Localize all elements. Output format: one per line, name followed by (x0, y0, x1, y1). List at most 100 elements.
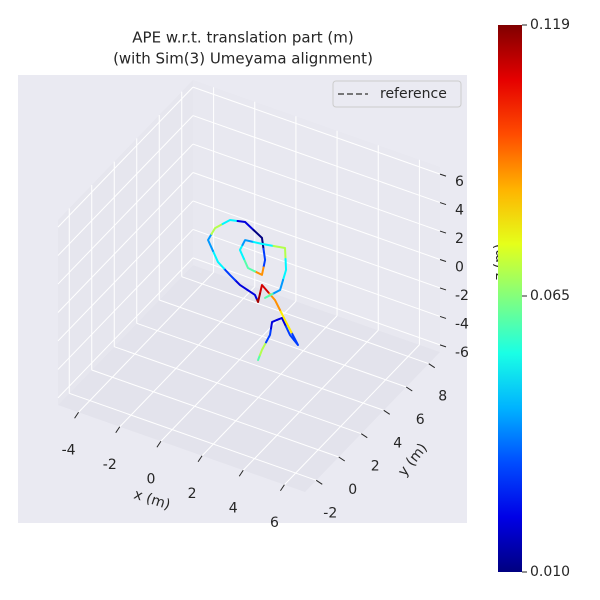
y-tick-label: 0 (348, 482, 357, 498)
z-tick-label: -2 (455, 288, 469, 304)
tick-mark (439, 173, 447, 177)
grid-line (91, 369, 339, 458)
colorbar (498, 25, 522, 572)
grid-line (284, 344, 420, 486)
colorbar-tick-label: 0.065 (530, 288, 570, 304)
trajectory-segment (207, 233, 214, 252)
trajectory-segment (259, 341, 267, 356)
trajectory-segment (259, 284, 270, 295)
trajectory-segment (211, 249, 225, 270)
trajectory-segment (284, 325, 295, 341)
x-tick-label: 2 (188, 486, 197, 502)
tick-mark (156, 440, 162, 448)
tick-mark (439, 287, 447, 291)
grid-line (57, 115, 194, 256)
trajectory-segment (264, 327, 273, 344)
trajectory-segment (255, 292, 262, 303)
tick-mark (439, 315, 447, 319)
tick-mark (439, 344, 447, 348)
trajectory-segment (271, 278, 285, 295)
trajectory-segment (262, 247, 267, 269)
trajectory-segment (253, 266, 265, 276)
z-tick-label: -6 (455, 345, 469, 361)
trajectory-segment (246, 288, 258, 300)
grid-line (57, 257, 194, 399)
grid-line (57, 86, 194, 228)
grid-line (119, 286, 256, 428)
trajectory-segment (241, 239, 255, 247)
grid-line (159, 299, 407, 388)
grid-line (57, 143, 194, 285)
grid-line (181, 276, 429, 365)
grid-line (57, 200, 194, 342)
y-tick-label: 2 (371, 459, 380, 475)
grid-line (78, 271, 214, 413)
legend-label: reference (380, 86, 447, 102)
grid-line (57, 229, 194, 370)
grid-line (201, 315, 338, 457)
trajectory-segment (238, 244, 245, 260)
tick-mark (439, 259, 447, 262)
tick-mark (428, 363, 436, 369)
x-tick-label: -2 (103, 457, 117, 473)
y-tick-label: 8 (438, 389, 447, 405)
tick-mark (439, 202, 447, 206)
colorbar-tick-label: 0.010 (530, 564, 570, 580)
colorbar-tick-label: 0.119 (530, 17, 570, 33)
trajectory-segment (282, 257, 288, 281)
tick-mark (405, 386, 413, 392)
trajectory-segment (234, 279, 249, 291)
trajectory-segment (278, 309, 293, 334)
tick-mark (315, 479, 323, 485)
grid-line (192, 172, 441, 260)
trajectory-segment (264, 292, 274, 299)
floor-pane (58, 265, 440, 492)
chart-title: APE w.r.t. translation part (m) (132, 29, 353, 47)
tick-mark (338, 456, 346, 462)
z-tick-label: 6 (455, 174, 464, 190)
trajectory-segment (236, 219, 255, 231)
grid-line (114, 346, 362, 435)
chart-subtitle: (with Sim(3) Umeyama alignment) (113, 50, 373, 68)
trajectory-segment (252, 240, 275, 247)
grid-line (136, 322, 384, 411)
trajectory-segment (221, 218, 239, 226)
grid-line (192, 228, 441, 317)
trajectory-segment (290, 331, 299, 346)
trajectory-segment (210, 223, 224, 236)
tick-mark (439, 230, 447, 234)
tick-mark (115, 426, 121, 434)
trajectory-segment (242, 257, 256, 273)
tick-mark (360, 433, 368, 439)
x-tick-label: 4 (229, 500, 238, 516)
tick-mark (383, 409, 391, 415)
tick-mark (280, 484, 285, 492)
y-tick-label: 6 (416, 412, 425, 428)
grid-line (160, 300, 297, 442)
legend-box (332, 80, 462, 108)
grid-line (192, 257, 441, 346)
trajectory-segment (270, 318, 278, 330)
tick-mark (74, 411, 79, 419)
y-tick-label: -2 (323, 505, 337, 521)
grid-line (242, 329, 379, 471)
z-tick-label: 0 (455, 260, 464, 276)
trajectory-segment (272, 244, 287, 260)
z-tick-label: 2 (455, 231, 464, 247)
x-tick-label: 6 (270, 515, 279, 531)
x-tick-label: -4 (62, 442, 76, 458)
grid-line (69, 392, 317, 481)
trajectory-segment (275, 316, 287, 328)
z-tick-label: 4 (455, 203, 464, 219)
grid-line (192, 143, 441, 232)
trajectory-segment (222, 267, 237, 282)
y-tick-label: 4 (393, 435, 402, 451)
grid-line (57, 172, 194, 313)
z-tick-label: -4 (455, 316, 469, 332)
tick-mark (238, 469, 244, 477)
grid-line (192, 115, 441, 204)
x-tick-label: 0 (146, 471, 155, 487)
grid-line (192, 86, 441, 175)
